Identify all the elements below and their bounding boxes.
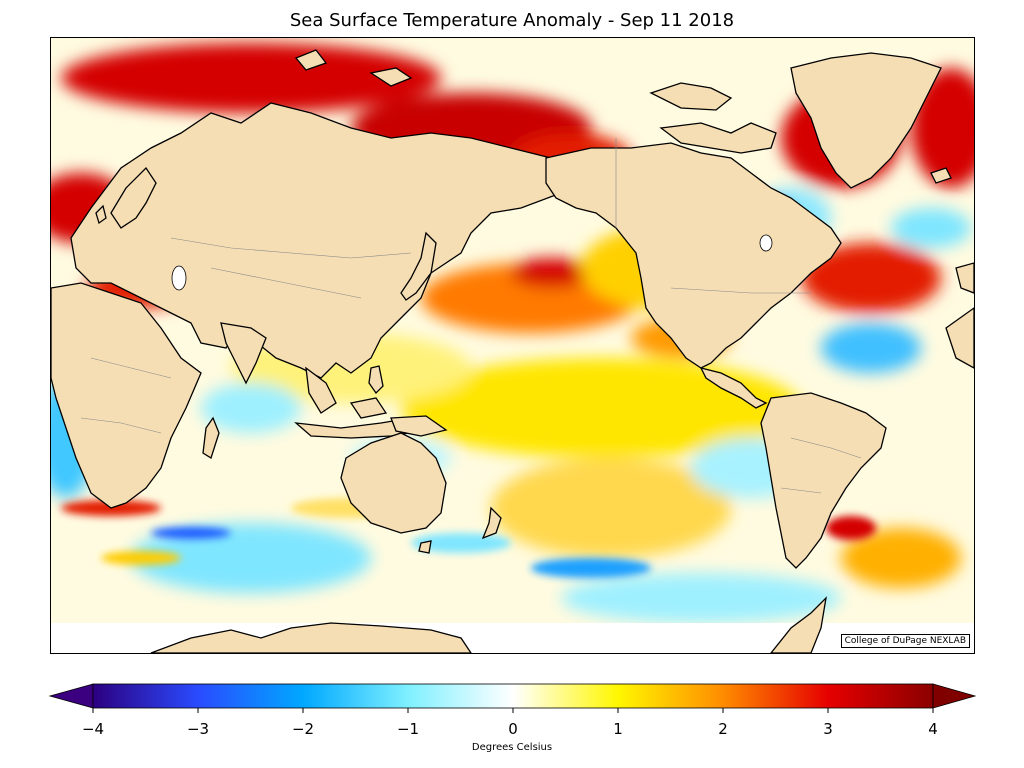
colorbar-tick-label: −2 xyxy=(291,720,315,738)
credit-label: College of DuPage NEXLAB xyxy=(840,634,970,648)
colorbar-max-extend xyxy=(932,683,977,709)
sst-anomaly-map: College of DuPage NEXLAB xyxy=(50,37,975,654)
colorbar-tick-label: −4 xyxy=(81,720,105,738)
colorbar-tick-label: 4 xyxy=(928,720,938,738)
country-borders xyxy=(80,138,862,494)
colorbar-tick-label: −3 xyxy=(186,720,210,738)
colorbar xyxy=(48,683,977,713)
colorbar-min-extend xyxy=(48,683,94,709)
colorbar-tick-label: 3 xyxy=(823,720,833,738)
inland-lakes xyxy=(171,234,773,291)
colorbar-gradient xyxy=(92,683,934,709)
colorbar-tick-label: 2 xyxy=(718,720,728,738)
map-canvas xyxy=(51,38,974,653)
colorbar-tick-label: −1 xyxy=(396,720,420,738)
colorbar-tick-label: 0 xyxy=(508,720,518,738)
colorbar-units-label: Degrees Celsius xyxy=(471,742,553,753)
colorbar-ticks xyxy=(92,708,934,713)
land-masses xyxy=(51,49,974,653)
colorbar-tick-label: 1 xyxy=(613,720,623,738)
map-title: Sea Surface Temperature Anomaly - Sep 11… xyxy=(289,10,735,31)
